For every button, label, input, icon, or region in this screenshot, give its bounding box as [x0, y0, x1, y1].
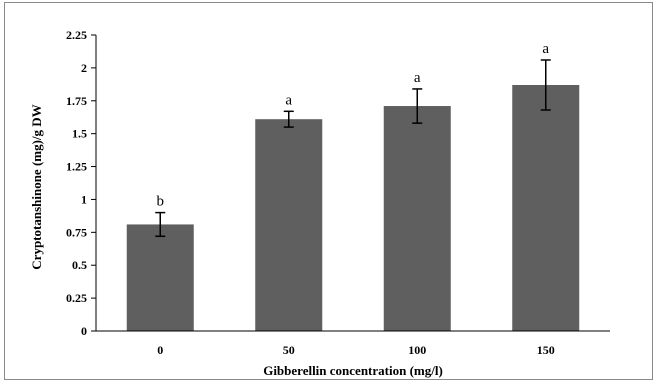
significance-labels: b a a a	[157, 41, 550, 210]
y-axis-ticks: 0 0.25 0.5 0.75 1 1.25 1.5 1.75 2 2.25	[66, 28, 96, 338]
x-axis-ticks: 0 50 100 150	[157, 343, 555, 357]
bar	[255, 119, 323, 331]
x-axis-title: Gibberellin concentration (mg/l)	[263, 363, 443, 378]
y-tick-label: 2.25	[66, 28, 87, 42]
y-axis-title: Cryptotanshinone (mg)/g DW	[29, 104, 44, 269]
x-tick-label: 150	[537, 343, 555, 357]
significance-label: a	[414, 70, 421, 86]
x-tick-label: 0	[157, 343, 163, 357]
bar	[512, 84, 580, 331]
significance-label: a	[285, 92, 292, 108]
x-tick-label: 50	[283, 343, 295, 357]
y-tick-label: 1.75	[66, 94, 87, 108]
bar	[126, 224, 194, 331]
y-tick-label: 0	[81, 324, 87, 338]
x-tick-label: 100	[408, 343, 426, 357]
y-tick-label: 2	[81, 61, 87, 75]
error-bars	[155, 59, 551, 238]
y-tick-label: 0.5	[72, 258, 87, 272]
y-tick-label: 0.75	[66, 225, 87, 239]
y-tick-label: 0.25	[66, 291, 87, 305]
y-tick-label: 1	[81, 192, 87, 206]
bars	[126, 84, 580, 331]
y-tick-label: 1.25	[66, 160, 87, 174]
significance-label: a	[542, 41, 549, 57]
y-tick-label: 1.5	[72, 127, 87, 141]
significance-label: b	[157, 194, 165, 210]
bar	[383, 106, 451, 331]
